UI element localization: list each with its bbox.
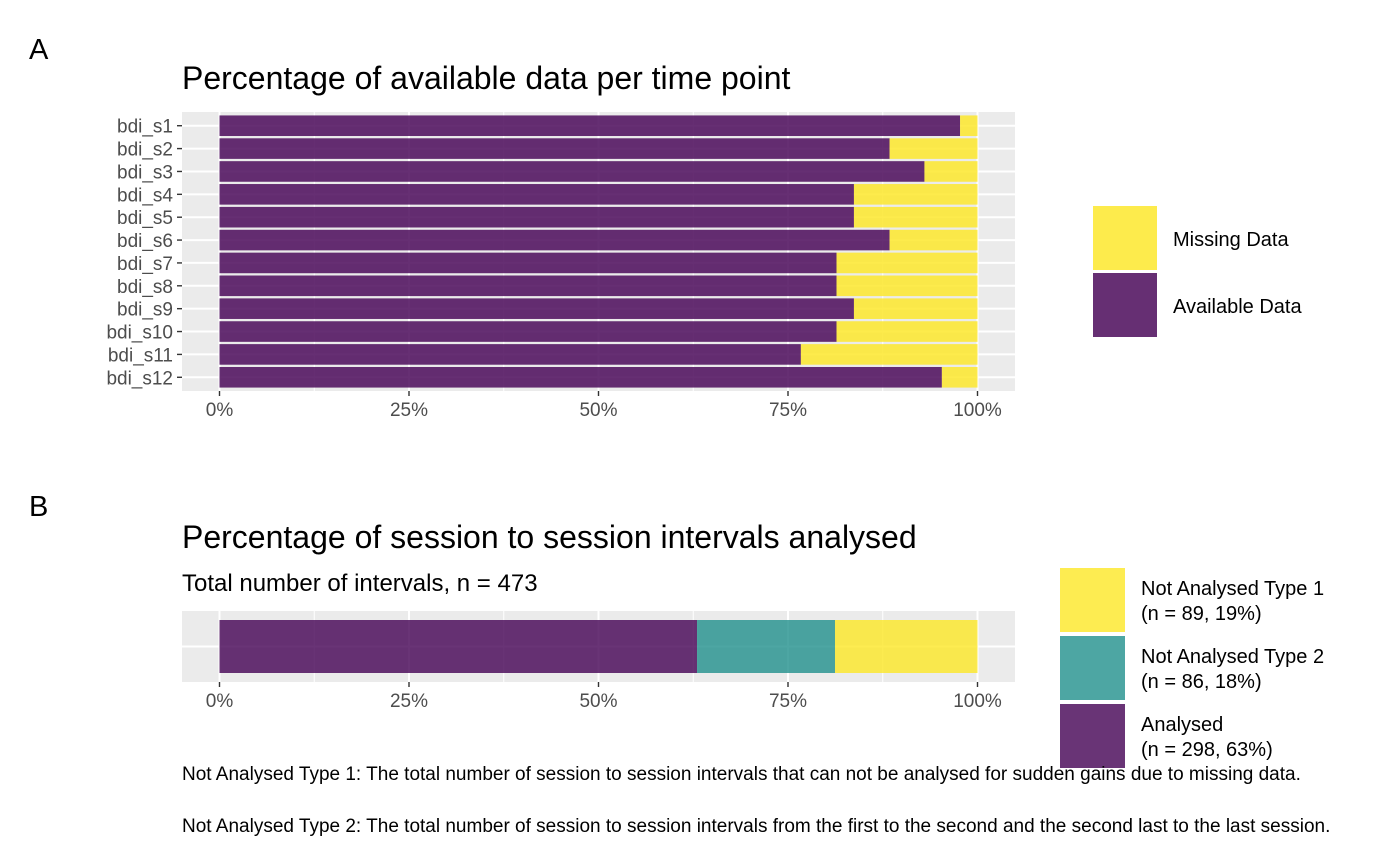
panel-b-legend-key-missing (1060, 568, 1125, 632)
panel-a-bar-bdi_s10-missing-data (836, 321, 978, 342)
panel-a-y-tick-label: bdi_s2 (117, 140, 173, 161)
panel-a-bar-bdi_s7-missing-data (836, 252, 978, 274)
panel-b-legend-key-type2 (1060, 636, 1125, 700)
panel-a-y-tick-label: bdi_s3 (117, 162, 173, 183)
panel-b-x-tick-label: 50% (579, 691, 617, 712)
panel-a-x-tick-label: 50% (579, 400, 617, 421)
panel-a-tag: A (29, 34, 49, 66)
panel-a-y-tick-label: bdi_s10 (106, 323, 173, 344)
panel-b-x-tick-label: 75% (769, 691, 807, 712)
panel-b-bar-not-analysed-type-2 (697, 620, 835, 673)
panel-a-bar-bdi_s3-available-data (219, 161, 925, 182)
panel-b-legend-count: (n = 86, 18%) (1141, 671, 1262, 693)
panel-a-y-tick-label: bdi_s12 (106, 368, 173, 389)
panel-a-y-tick-label: bdi_s8 (117, 277, 173, 298)
panel-b-bar-not-analysed-type-1 (834, 620, 978, 673)
panel-b-subtitle: Total number of intervals, n = 473 (182, 570, 538, 597)
panel-a-bar-bdi_s5-missing-data (853, 206, 978, 228)
panel-a-y-tick-label: bdi_s11 (108, 345, 173, 366)
panel-a-x-tick-label: 100% (953, 400, 1002, 421)
panel-a-bar-bdi_s8-available-data (219, 275, 837, 297)
panel-b-title: Percentage of session to session interva… (182, 519, 917, 555)
panel-a-bar-bdi_s2-missing-data (889, 138, 978, 159)
panel-a-bar-bdi_s2-available-data (219, 138, 890, 159)
panel-a-legend-label: Available Data (1173, 296, 1302, 318)
panel-a-bar-bdi_s7-available-data (219, 252, 837, 274)
panel-a-y-tick-label: bdi_s1 (117, 117, 173, 138)
panel-a-bar-bdi_s11-available-data (219, 344, 801, 365)
panel-a-bar-bdi_s1-missing-data (960, 115, 978, 137)
panel-a-x-tick-label: 0% (206, 400, 234, 421)
panel-a-bar-bdi_s4-missing-data (853, 184, 978, 205)
panel-a-bar-bdi_s1-available-data (219, 115, 961, 137)
panel-a-bar-bdi_s11-missing-data (800, 344, 978, 365)
panel-a-bar-bdi_s9-missing-data (853, 298, 978, 319)
panel-a-bar-bdi_s8-missing-data (836, 275, 978, 297)
panel-a-bar-bdi_s12-missing-data (941, 366, 978, 388)
panel-a-bar-bdi_s4-available-data (219, 184, 854, 205)
caption-type-2: Not Analysed Type 2: The total number of… (182, 816, 1330, 837)
panel-b-bar-analysed (219, 620, 698, 673)
panel-a-bar-bdi_s6-missing-data (889, 229, 978, 251)
panel-a-legend: Missing Data Available Data (1093, 206, 1302, 337)
panel-a-bar-bdi_s12-available-data (219, 366, 942, 388)
caption-type-1: Not Analysed Type 1: The total number of… (182, 764, 1301, 785)
panel-a-y-tick-label: bdi_s7 (117, 254, 173, 275)
panel-b-legend-label: Analysed (1141, 714, 1223, 736)
panel-b-legend-key-available (1060, 704, 1125, 768)
panel-a-y-tick-label: bdi_s5 (117, 208, 173, 229)
panel-b-x-tick-label: 0% (206, 691, 234, 712)
panel-a-y-tick-label: bdi_s4 (117, 185, 173, 206)
panel-b-x-tick-label: 100% (953, 691, 1002, 712)
panel-a-plot: 0% 25% 50% 75% 100%bdi_s1bdi_s2bdi_s3bdi_s4b… (106, 112, 1015, 421)
panel-a-x-tick-label: 25% (390, 400, 428, 421)
panel-a-title: Percentage of available data per time po… (182, 60, 791, 96)
panel-a-legend-key-missing (1093, 206, 1157, 270)
panel-b-tag: B (29, 491, 48, 523)
panel-a-y-tick-label: bdi_s6 (117, 231, 173, 252)
panel-b-legend: Not Analysed Type 1 (n = 89, 19%) Not Anal… (1060, 568, 1324, 768)
panel-a-bar-bdi_s6-available-data (219, 229, 890, 251)
panel-b-legend-label: Not Analysed Type 2 (1141, 646, 1324, 668)
panel-b-legend-count: (n = 89, 19%) (1141, 603, 1262, 625)
panel-a-bar-bdi_s3-missing-data (924, 161, 978, 182)
panel-a-x-tick-label: 75% (769, 400, 807, 421)
panel-a-bar-bdi_s10-available-data (219, 321, 837, 342)
panel-a-bar-bdi_s9-available-data (219, 298, 854, 319)
panel-a-legend-key-available (1093, 273, 1157, 337)
panel-a-legend-label: Missing Data (1173, 229, 1289, 251)
panel-b-legend-count: (n = 298, 63%) (1141, 739, 1273, 761)
panel-b-legend-label: Not Analysed Type 1 (1141, 578, 1324, 600)
panel-a-y-tick-label: bdi_s9 (117, 300, 173, 321)
panel-b-plot: 0% 25% 50% 75% 100% (182, 611, 1015, 712)
panel-b-x-tick-label: 25% (390, 691, 428, 712)
panel-a-bar-bdi_s5-available-data (219, 206, 854, 228)
